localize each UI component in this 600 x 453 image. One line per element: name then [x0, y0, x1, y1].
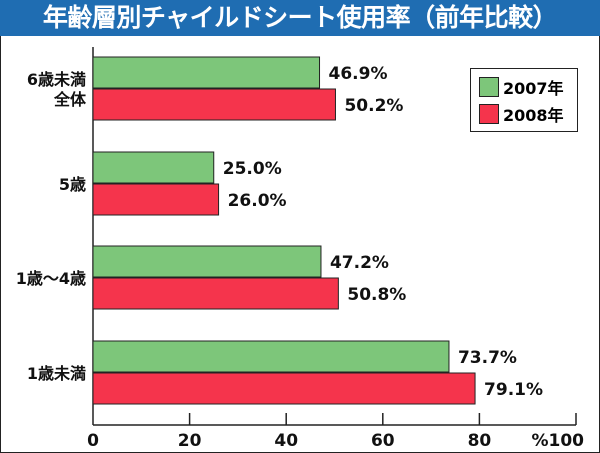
x-tick-label: 80	[468, 431, 492, 451]
bar-2007年-0	[92, 56, 321, 89]
legend-swatch-2007	[479, 77, 499, 97]
legend-item-2008: 2008年	[479, 102, 564, 126]
data-label: 25.0%	[223, 159, 282, 179]
category-label: 全体	[53, 90, 87, 109]
x-tick-label: 40	[274, 431, 298, 451]
data-label: 73.7%	[458, 348, 517, 368]
data-label: 50.2%	[344, 96, 403, 116]
legend-label-2007: 2007年	[503, 79, 564, 98]
bar-2008年-3	[92, 372, 476, 405]
bar-2007年-1	[92, 151, 215, 184]
data-label: 79.1%	[484, 380, 543, 400]
legend-item-2007: 2007年	[479, 75, 564, 99]
data-label: 50.8%	[347, 285, 406, 305]
legend: 2007年 2008年	[470, 68, 578, 132]
data-label: 47.2%	[330, 253, 389, 273]
legend-label-2008: 2008年	[503, 106, 564, 125]
category-label: 1歳未満	[27, 364, 86, 383]
bar-2008年-1	[92, 183, 220, 216]
data-label: 46.9%	[329, 64, 388, 84]
chart-title: 年齢層別チャイルドシート使用率（前年比較）	[0, 0, 600, 36]
bar-2008年-2	[92, 277, 339, 310]
x-tick-label: %100	[531, 431, 584, 451]
category-label: 5歳	[59, 175, 86, 194]
category-label: 1歳～4歳	[16, 269, 86, 288]
x-tick-label: 20	[178, 431, 202, 451]
data-label: 26.0%	[228, 191, 287, 211]
legend-swatch-2008	[479, 104, 499, 124]
bar-2007年-3	[92, 340, 450, 373]
category-label: 6歳未満	[27, 70, 86, 89]
x-tick-label: 60	[371, 431, 395, 451]
bar-2007年-2	[92, 245, 322, 278]
bar-2008年-0	[92, 88, 336, 121]
x-tick-label: 0	[87, 431, 99, 451]
